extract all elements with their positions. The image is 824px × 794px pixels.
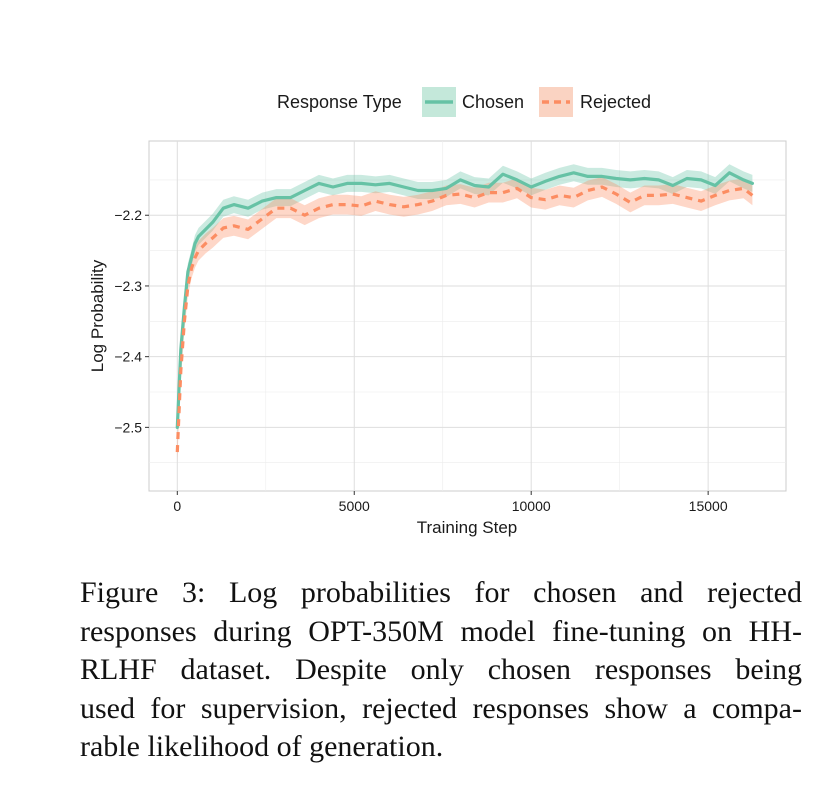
- y-tick-label: −2.4: [114, 349, 142, 365]
- x-tick-label: 5000: [339, 498, 370, 514]
- series-lines: [175, 171, 755, 453]
- x-tick-label: 10000: [512, 498, 551, 514]
- caption-line: Figure 3: Log probabilities for chosen a…: [80, 576, 802, 609]
- log-probability-chart: Response Type Chosen Rejected 0 5000 10000…: [88, 87, 787, 537]
- grid-minor: [149, 141, 786, 491]
- y-tick-label: −2.3: [114, 278, 142, 294]
- line-rejected: [175, 185, 754, 453]
- x-tick-label: 0: [173, 498, 181, 514]
- caption-line: rable likelihood of generation.: [80, 730, 444, 763]
- x-axis-label: Training Step: [417, 518, 517, 537]
- y-axis-label: Log Probability: [88, 259, 107, 372]
- line-chosen: [175, 171, 755, 429]
- legend-item-chosen: Chosen: [422, 87, 524, 117]
- legend-item-rejected: Rejected: [539, 87, 651, 117]
- legend-title: Response Type: [277, 92, 402, 112]
- y-axis-ticks: −2.5 −2.4 −2.3 −2.2: [114, 207, 149, 435]
- y-tick-label: −2.5: [114, 419, 142, 435]
- band-rejected: [177, 177, 753, 462]
- caption-line: RLHF dataset. Despite only chosen respon…: [80, 653, 802, 686]
- grid-major: [149, 141, 786, 491]
- plot-panel: [148, 140, 787, 492]
- legend-label-chosen: Chosen: [462, 92, 524, 112]
- figure-caption: Figure 3: Log probabilities for chosen a…: [80, 574, 802, 767]
- caption-line: responses during OPT-350M model fine-tun…: [80, 614, 802, 648]
- legend: Response Type Chosen Rejected: [277, 87, 651, 117]
- x-tick-label: 15000: [689, 498, 728, 514]
- y-tick-label: −2.2: [114, 207, 142, 223]
- caption-line: used for supervision, rejected responses…: [80, 691, 802, 725]
- confidence-bands: [177, 164, 753, 462]
- legend-label-rejected: Rejected: [580, 92, 651, 112]
- x-axis-ticks: 0 5000 10000 15000: [173, 491, 728, 514]
